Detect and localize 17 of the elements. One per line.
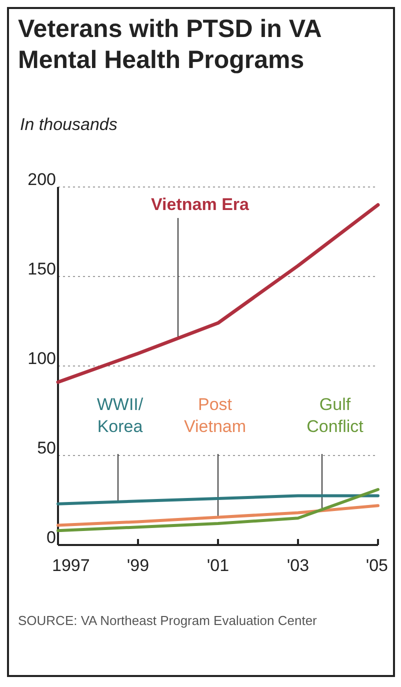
y-tick-label: 200: [28, 170, 56, 189]
text: Post Vietnam: [184, 395, 246, 436]
source-note: SOURCE: VA Northeast Program Evaluation Center: [18, 612, 318, 630]
x-tick-label: 1997: [52, 556, 90, 575]
y-tick-label: 50: [37, 438, 56, 458]
chart-subtitle: In thousands: [20, 115, 118, 134]
text: Gulf Conflict: [306, 395, 364, 436]
text: Vietnam Era: [151, 195, 250, 214]
x-tick-label: '05: [366, 556, 388, 575]
text: WWII/ Korea: [96, 395, 144, 436]
y-tick-label: 100: [28, 349, 56, 368]
x-tick-label: '99: [126, 556, 150, 575]
y-tick-label: 150: [28, 260, 56, 278]
x-tick-label: '01: [206, 556, 230, 575]
y-tick-label: 0: [46, 528, 56, 547]
x-tick-label: '03: [286, 556, 310, 575]
chart-title: Veterans with PTSD in VA Mental Health Programs: [18, 14, 322, 76]
